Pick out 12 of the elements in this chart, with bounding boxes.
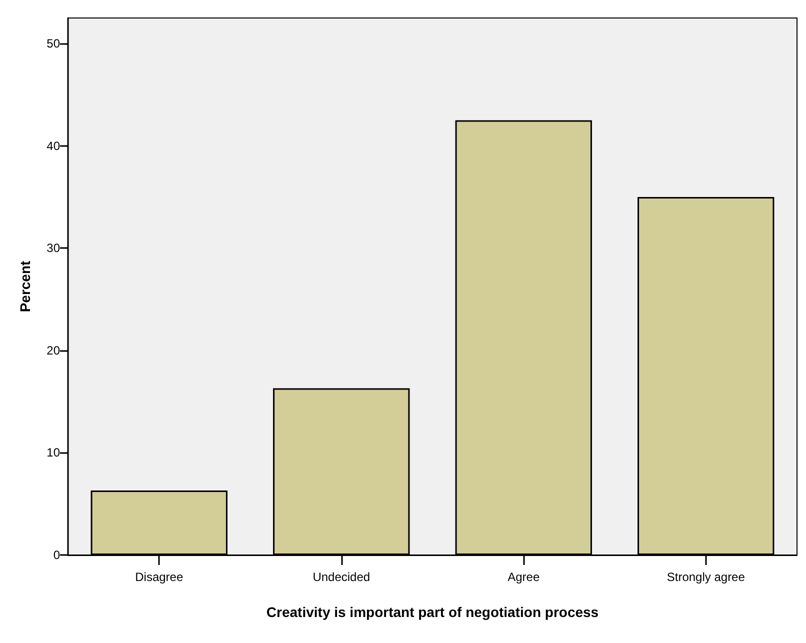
x-tick-label: Disagree [135, 570, 184, 584]
y-tick-label: 40 [46, 138, 60, 153]
y-tick-label: 0 [53, 548, 60, 562]
x-axis-title: Creativity is important part of negotiation process [266, 604, 599, 620]
y-tick-label: 20 [46, 343, 60, 358]
y-tick-label: 30 [46, 241, 60, 256]
y-tick-label: 10 [46, 446, 60, 460]
x-tick-label: Undecided [312, 570, 370, 584]
y-axis-title: Percent [17, 260, 33, 312]
y-tick-label: 50 [46, 36, 60, 51]
x-tick-label: Strongly agree [666, 570, 746, 584]
x-tick-label: Agree [508, 570, 540, 584]
